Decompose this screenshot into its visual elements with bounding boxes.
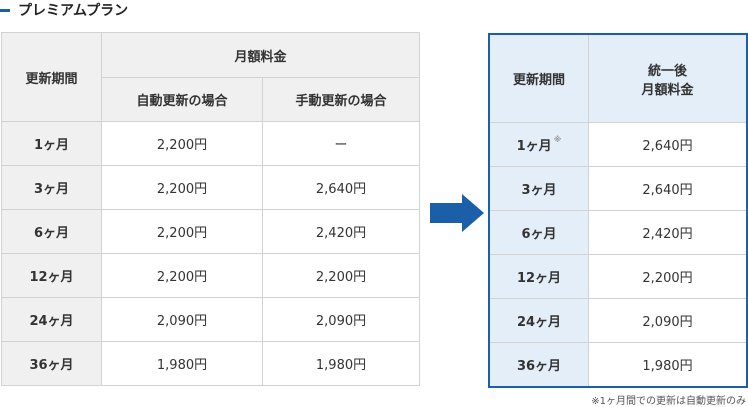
auto-price-cell: 1,980円 [101,341,263,386]
header-line2: 月額料金 [641,82,694,98]
price-cell: 2,640円 [588,166,748,211]
period-cell: 3ヶ月 [488,166,589,211]
auto-price-cell: 2,200円 [101,165,263,210]
price-cell: 1,980円 [588,342,748,388]
period-cell: 6ヶ月 [1,209,102,254]
price-cell: 2,420円 [588,210,748,255]
table-row: 24ヶ月 2,090円 [488,298,748,343]
period-cell: 36ヶ月 [488,342,589,388]
manual-price-cell: 2,420円 [262,209,420,254]
table-row: 36ヶ月 1,980円 1,980円 [1,341,420,386]
price-cell: 2,640円 [588,122,748,167]
header-manual: 手動更新の場合 [262,77,420,122]
header-unified-price: 統一後 月額料金 [588,33,748,123]
title-dash-icon [0,8,10,12]
table-row: 12ヶ月 2,200円 [488,254,748,299]
period-cell: 36ヶ月 [1,341,102,386]
auto-price-cell: 2,090円 [101,297,263,342]
table-row: 24ヶ月 2,090円 2,090円 [1,297,420,342]
auto-price-cell: 2,200円 [101,253,263,298]
header-period: 更新期間 [1,32,102,122]
header-monthly: 月額料金 [101,32,420,78]
manual-price-cell: ー [262,121,420,166]
period-cell: 12ヶ月 [1,253,102,298]
table-row: 3ヶ月 2,200円 2,640円 [1,165,420,210]
table-row: 6ヶ月 2,420円 [488,210,748,255]
price-cell: 2,090円 [588,298,748,343]
period-cell: 24ヶ月 [1,297,102,342]
table-row: 1ヶ月 2,200円ー [1,121,420,166]
period-cell: 24ヶ月 [488,298,589,343]
table-row: 6ヶ月 2,200円 2,420円 [1,209,420,254]
period-cell: 12ヶ月 [488,254,589,299]
auto-price-cell: 2,200円 [101,121,263,166]
header-auto: 自動更新の場合 [101,77,263,122]
manual-price-cell: 2,200円 [262,253,420,298]
period-cell: 6ヶ月 [488,210,589,255]
arrow-right-icon [430,194,484,232]
manual-price-cell: 1,980円 [262,341,420,386]
table-row: 3ヶ月 2,640円 [488,166,748,211]
current-pricing-table: 更新期間 月額料金 自動更新の場合 手動更新の場合 1ヶ月 2,200円ー 3ヶ月… [1,32,420,386]
table-row: 12ヶ月 2,200円 2,200円 [1,253,420,298]
auto-price-cell: 2,200円 [101,209,263,254]
period-text: 1ヶ月 [516,139,552,154]
manual-price-cell: 2,640円 [262,165,420,210]
note-mark: ※ [553,135,562,144]
header-line1: 統一後 [647,63,687,79]
header-period: 更新期間 [488,33,589,123]
manual-price-cell: 2,090円 [262,297,420,342]
table-row: 36ヶ月 1,980円 [488,342,748,388]
unified-pricing-table: 更新期間 統一後 月額料金 1ヶ月 ※ 2,640円 3ヶ月 2,640円 6ヶ月 2,4… [488,33,748,388]
price-cell: 2,200円 [588,254,748,299]
period-cell: 1ヶ月 ※ [488,122,589,167]
title-text: プレミアムプラン [18,3,129,19]
period-cell: 3ヶ月 [1,165,102,210]
period-cell: 1ヶ月 [1,121,102,166]
section-title: プレミアムプラン [0,0,128,20]
footnote: ※1ヶ月間での更新は自動更新のみ [591,396,746,407]
table-row: 1ヶ月 ※ 2,640円 [488,122,748,167]
